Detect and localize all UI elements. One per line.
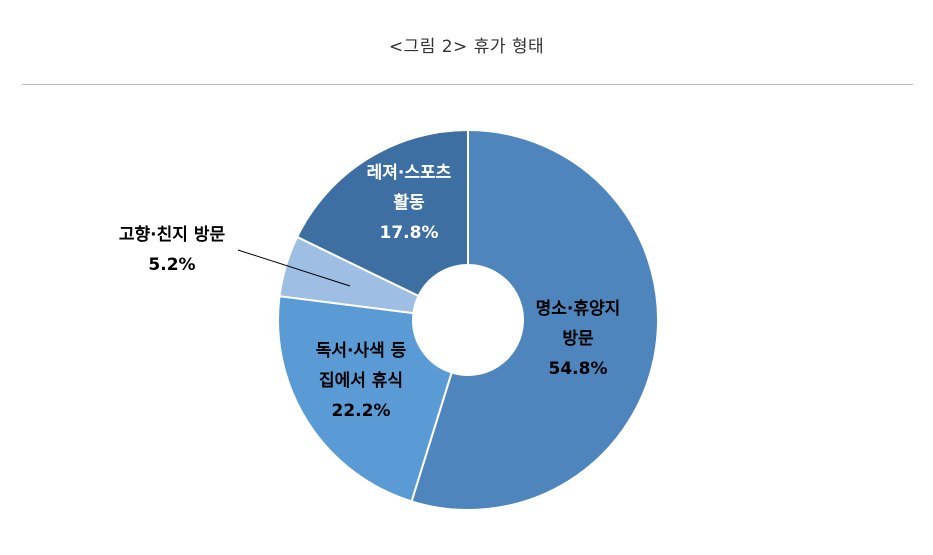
slice-label: 고향·친지 방문 5.2% — [119, 224, 226, 275]
slice-category-label: 고향·친지 방문 — [119, 224, 226, 245]
figure-title: <그림 2> 휴가 형태 — [388, 37, 545, 57]
slice-category-label: 집에서 휴식 — [319, 370, 403, 391]
slice-category-label: 독서·사색 등 — [316, 341, 407, 361]
slice-value-label: 22.2% — [332, 401, 391, 421]
slice-value-label: 5.2% — [148, 255, 195, 275]
slice-category-label: 레져·스포츠 — [367, 163, 452, 183]
slice-category-label: 명소·휴양지 — [536, 298, 621, 319]
slice-category-label: 방문 — [562, 329, 594, 349]
slice-value-label: 17.8% — [380, 223, 439, 243]
slice-value-label: 54.8% — [549, 359, 608, 379]
donut-slice — [295, 128, 469, 298]
title-divider — [22, 84, 913, 85]
donut-slice — [277, 295, 453, 503]
donut-slice — [410, 128, 660, 511]
leader-line — [237, 249, 351, 287]
slice-category-label: 활동 — [393, 192, 425, 213]
